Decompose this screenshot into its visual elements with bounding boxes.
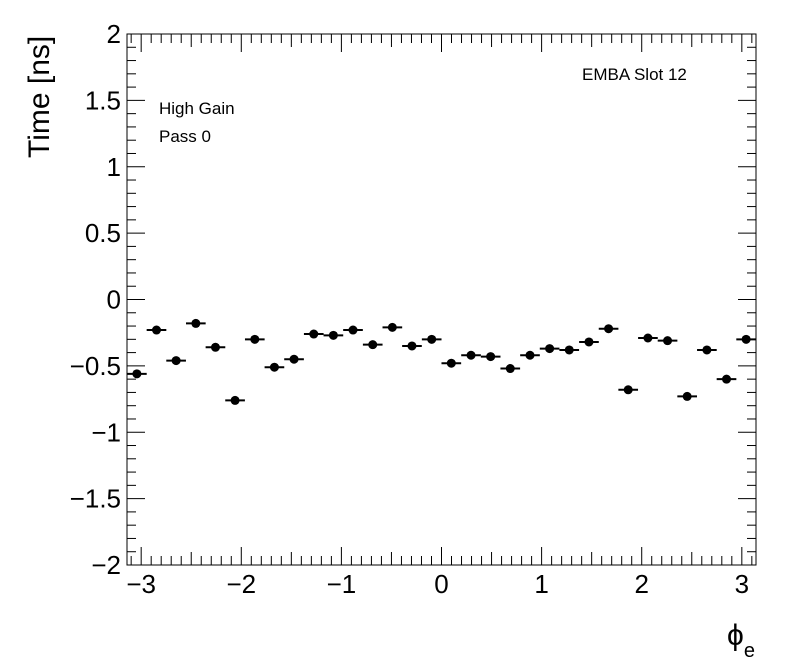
x-tick-label: 3 (735, 569, 749, 599)
annotation-line2: Pass 0 (159, 127, 211, 146)
y-tick-label: −1.5 (70, 484, 121, 514)
annotation-line1: High Gain (159, 99, 235, 118)
x-tick-label: 2 (634, 569, 648, 599)
x-tick-label: −1 (327, 569, 357, 599)
x-axis-title: ϕe (727, 619, 755, 662)
x-tick-label: −2 (226, 569, 256, 599)
data-point (486, 352, 496, 362)
y-tick-label: 1 (107, 152, 121, 182)
y-tick-label: 1.5 (85, 85, 121, 115)
data-point (289, 354, 299, 364)
data-point (643, 333, 653, 343)
x-axis-title-main: ϕ (727, 619, 744, 652)
data-point (564, 345, 574, 355)
data-point (545, 344, 555, 354)
x-tick-label: 0 (434, 569, 448, 599)
data-point (505, 364, 515, 374)
y-tick-label: 0.5 (85, 218, 121, 248)
data-point (348, 325, 358, 335)
data-point (151, 325, 161, 335)
data-point (407, 341, 417, 351)
data-point (741, 334, 751, 344)
annotation-top-right: EMBA Slot 12 (582, 65, 687, 84)
data-point (466, 350, 476, 360)
data-point (722, 374, 732, 384)
data-point (663, 336, 673, 346)
y-tick-label: 2 (107, 19, 121, 49)
data-point (368, 340, 378, 350)
data-point (584, 337, 594, 347)
data-point (623, 385, 633, 395)
y-tick-label: −0.5 (70, 351, 121, 381)
data-point (702, 345, 712, 355)
data-point (210, 342, 220, 352)
data-point (427, 334, 437, 344)
data-point (230, 395, 240, 405)
data-point (682, 391, 692, 401)
y-tick-label: −1 (91, 417, 121, 447)
data-point (250, 334, 260, 344)
data-point (525, 350, 535, 360)
data-point (446, 358, 456, 368)
axis-tick-labels: −3 −2 −1 0 1 2 3−2−1.5−1−0.500.511.52 (70, 19, 749, 599)
data-series (127, 318, 756, 405)
data-point (604, 324, 614, 334)
data-point (309, 329, 319, 339)
y-axis-title: Time [ns] (23, 36, 56, 158)
data-point (171, 356, 181, 366)
x-tick-label: 1 (534, 569, 548, 599)
data-point (328, 330, 338, 340)
data-point (191, 318, 201, 328)
data-point (269, 362, 279, 372)
y-tick-label: −2 (91, 550, 121, 580)
x-tick-label: −3 (126, 569, 156, 599)
y-tick-label: 0 (107, 285, 121, 315)
axis-ticks (127, 33, 756, 566)
data-point (132, 369, 142, 379)
data-point (387, 322, 397, 332)
x-axis-title-sub: e (744, 640, 755, 662)
